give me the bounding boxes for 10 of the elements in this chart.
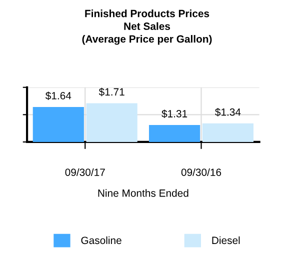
- chart-title: Finished Products Prices Net Sales (Average Price per Gallon): [82, 10, 212, 45]
- legend-label: Diesel: [212, 236, 240, 244]
- legend-label: Gasoline: [81, 236, 122, 244]
- data-label: $1.64: [45, 92, 72, 100]
- x-tick-label: 09/30/16: [181, 168, 222, 176]
- data-label: $1.31: [162, 110, 188, 118]
- data-label: $1.34: [215, 108, 241, 116]
- x-tick-label: 09/30/17: [65, 168, 105, 176]
- x-axis-title: Nine Months Ended: [98, 189, 188, 197]
- data-label: $1.71: [98, 88, 124, 96]
